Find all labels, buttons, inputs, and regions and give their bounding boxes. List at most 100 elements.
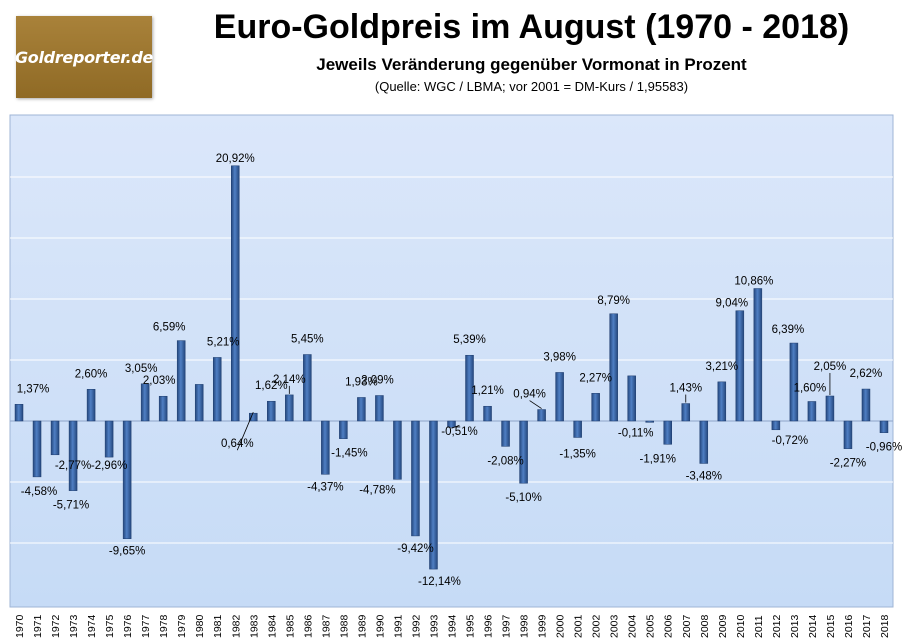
data-label: 1,62% (255, 380, 288, 392)
x-tick-label: 1982 (230, 614, 242, 638)
x-tick-label: 1971 (32, 614, 44, 638)
data-label: 5,21% (207, 336, 240, 348)
label-leader-lines (236, 372, 831, 451)
x-tick-label: 1983 (248, 614, 260, 638)
bar-1998 (519, 420, 528, 484)
data-label: 9,04% (716, 298, 749, 310)
bar-2011 (753, 288, 763, 422)
data-label: -0,11% (618, 427, 654, 439)
bar-1990 (375, 395, 384, 422)
leader-line (236, 412, 254, 451)
x-tick-label: 1995 (465, 614, 477, 638)
x-tick-label: 1997 (501, 614, 513, 638)
bar-1984 (267, 400, 276, 422)
x-tick-label: 2012 (771, 614, 783, 638)
x-tick-label: 1986 (302, 614, 314, 638)
bar-1985 (285, 394, 294, 422)
data-label: -12,14% (418, 576, 461, 588)
data-label: 1,93% (345, 376, 378, 388)
data-label: -4,78% (359, 484, 395, 496)
data-label: -2,96% (91, 460, 127, 472)
x-tick-label: 2016 (843, 614, 855, 638)
logo-text: Goldreporter.de (14, 47, 154, 67)
data-label: 1,37% (17, 383, 50, 395)
data-label: 5,45% (291, 334, 324, 346)
x-tick-label: 1975 (104, 614, 116, 638)
x-tick-label: 2013 (789, 614, 801, 638)
x-tick-label: 2006 (663, 614, 675, 638)
x-tick-label: 2003 (609, 614, 621, 638)
x-tick-label: 2002 (591, 614, 603, 638)
data-label: 3,21% (706, 361, 739, 373)
data-label: -2,27% (830, 458, 866, 470)
data-label: 10,86% (734, 276, 773, 288)
data-label: 2,09% (361, 375, 394, 387)
bar-1996 (483, 405, 492, 422)
bar-2007 (681, 403, 691, 422)
data-label: -9,65% (109, 546, 145, 558)
bar-1971 (32, 420, 42, 478)
bar-1980 (194, 384, 204, 422)
bar-1989 (357, 397, 366, 422)
x-tick-label: 2005 (645, 614, 657, 638)
chart-title: Euro-Goldpreis im August (1970 - 2018) (213, 8, 850, 46)
bar-1974 (86, 389, 96, 422)
x-tick-label: 1977 (140, 614, 152, 638)
bar-1981 (212, 357, 222, 422)
data-label: 1,21% (471, 385, 504, 397)
bar-1978 (158, 395, 168, 422)
x-tick-label: 2018 (879, 614, 891, 638)
x-tick-label: 1976 (122, 614, 134, 638)
bar-1972 (50, 420, 60, 456)
data-label: -5,10% (505, 492, 541, 504)
data-label: 5,39% (453, 334, 486, 346)
x-tick-label: 2017 (861, 614, 873, 638)
bar-2018 (879, 420, 889, 433)
x-tick-label: 1990 (374, 614, 386, 638)
bar-1970 (14, 404, 24, 422)
x-tick-label: 2009 (717, 614, 729, 638)
chart-source: (Quelle: WGC / LBMA; vor 2001 = DM-Kurs … (374, 79, 689, 94)
x-tick-label: 1973 (68, 614, 80, 638)
bar-2001 (573, 420, 582, 438)
data-label: 6,59% (153, 322, 186, 334)
data-label: -9,42% (397, 543, 433, 555)
leader-line (529, 400, 542, 409)
data-label: 2,62% (850, 368, 883, 380)
data-label: -4,58% (21, 486, 57, 498)
bar-2015 (825, 395, 835, 422)
bar-2010 (735, 310, 745, 422)
data-label: 6,39% (772, 324, 805, 336)
x-tick-label: 1994 (447, 614, 459, 638)
plot-area (9, 114, 894, 608)
bar-1986 (303, 354, 312, 422)
bar-2003 (609, 313, 618, 422)
bars (14, 165, 889, 570)
data-label: 2,03% (143, 375, 176, 387)
bar-2016 (843, 420, 853, 449)
bar-2008 (699, 420, 709, 464)
bar-2017 (861, 388, 871, 422)
bar-1993 (429, 420, 438, 570)
data-label: 0,94% (513, 389, 546, 401)
bar-1997 (501, 420, 510, 447)
bar-1995 (465, 354, 474, 422)
x-tick-label: 1987 (320, 614, 332, 638)
bar-1999 (537, 409, 546, 422)
x-tick-label: 2011 (753, 615, 765, 638)
bar-2002 (591, 393, 600, 422)
bar-1976 (122, 420, 132, 539)
data-label: -2,08% (487, 455, 523, 467)
x-tick-label: 2007 (681, 614, 693, 638)
data-label: -1,35% (559, 448, 595, 460)
x-tick-label: 1989 (356, 614, 368, 638)
bar-1987 (321, 420, 330, 475)
x-tick-label: 1978 (158, 614, 170, 638)
bar-2005 (645, 420, 654, 423)
data-label: -3,48% (686, 470, 722, 482)
bar-2004 (627, 375, 636, 422)
goldreporter-logo: Goldreporter.de (14, 16, 154, 98)
data-label: 2,27% (579, 372, 612, 384)
bar-1994 (447, 420, 456, 428)
